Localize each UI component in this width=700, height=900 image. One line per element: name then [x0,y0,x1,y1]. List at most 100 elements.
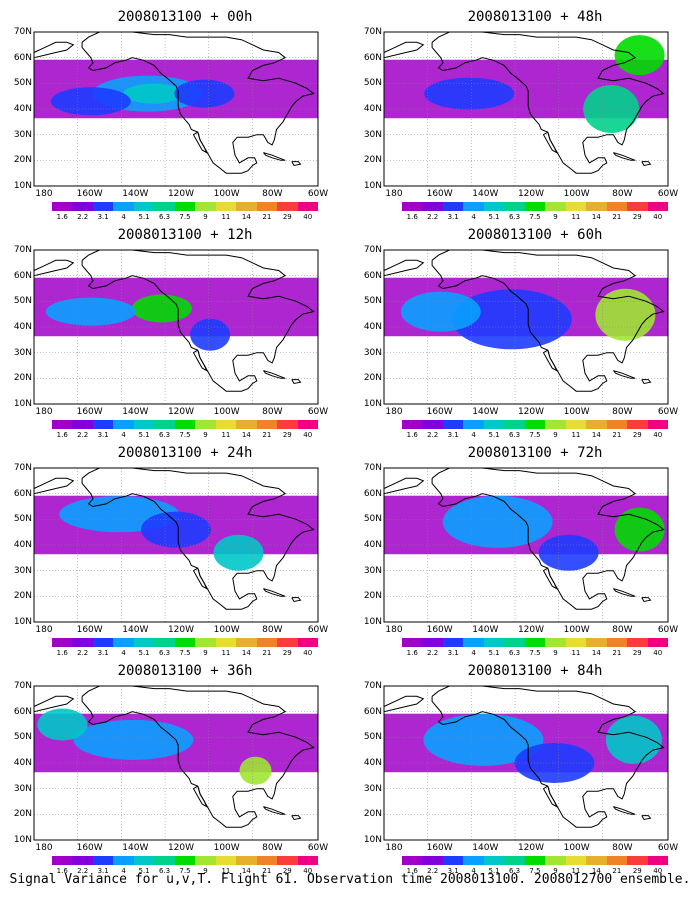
colorbar-label: 1.6 [406,867,418,875]
colorbar-label: 14 [591,431,601,439]
colorbar-swatch [133,638,155,647]
colorbar-label: 4 [471,867,476,875]
colorbar-swatch [442,202,464,211]
colorbar-swatch [215,202,237,211]
colorbar-swatch [92,420,114,429]
coastline [613,806,636,815]
colorbar-swatch [565,420,587,429]
coastline [613,152,636,161]
coastline [33,41,75,59]
variance-blob [442,495,553,548]
coastline [542,567,558,590]
colorbar-swatch [402,420,423,429]
colorbar-swatch [586,202,608,211]
coastline [81,249,315,392]
colorbar-swatch [256,638,278,647]
colorbar-swatch [113,202,135,211]
colorbar-label: 11 [221,867,231,875]
colorbar-label: 3.1 [447,431,459,439]
colorbar-swatch [586,856,608,865]
latitude-label: 70N [13,27,32,37]
coastline [641,379,652,385]
coastline [81,685,315,828]
colorbar-label: 6.3 [508,431,521,439]
colorbar-label: 2.2 [77,431,89,439]
colorbar-swatch [402,856,423,865]
colorbar-swatch [565,638,587,647]
map-panel-36h: 2008013100 + 36h 70N 60N 50N 40N 30N 20N 10N 180… [14,662,350,880]
longitude-label: 180 [35,189,53,199]
coastline [641,597,652,603]
colorbar-label: 21 [612,649,622,657]
colorbar-label: 21 [262,649,272,657]
colorbar-label: 29 [282,213,292,221]
colorbar-label: 11 [571,867,581,875]
colorbar-swatch [52,420,73,429]
panel-title: 2008013100 + 48h [467,9,603,25]
colorbar-swatch [154,420,176,429]
variance-map [383,31,669,187]
colorbar-label: 21 [612,431,622,439]
panel-title: 2008013100 + 12h [117,227,253,243]
coastline [383,41,425,59]
colorbar-swatch [422,638,444,647]
longitude-label: 180 [385,625,403,635]
latitude-label: 40N [363,540,382,550]
longitude-label: 160W [426,407,453,417]
colorbar-label: 7.5 [529,431,541,439]
colorbar-label: 3.1 [97,649,109,657]
colorbar-label: 11 [571,213,581,221]
panel-title: 2008013100 + 36h [117,663,253,679]
colorbar-swatch [483,420,505,429]
latitude-label: 60N [363,270,382,281]
map-panel-72h: 2008013100 + 72h 70N 60N 50N 40N 30N 20N 10N 180… [364,444,700,662]
longitude-label: 80W [612,625,633,635]
longitude-label: 140W [472,843,499,853]
colorbar-swatch [256,856,278,865]
map-frame [383,31,669,187]
longitude-label: 60W [657,407,679,417]
colorbar-label: 4 [471,431,476,439]
colorbar-label: 14 [591,867,601,875]
longitude-label: 100W [563,189,590,199]
colorbar-label: 5.1 [138,649,150,657]
longitude-label: 140W [472,407,499,417]
latitude-label: 50N [13,296,32,307]
panel-title: 2008013100 + 60h [467,227,603,243]
latitude-label: 70N [13,681,32,691]
coastline [192,349,208,372]
colorbar-swatch [545,202,567,211]
colorbar-label: 3.1 [97,213,109,221]
colorbar-swatch [133,856,155,865]
variance-map [383,467,669,623]
variance-blob [451,289,572,350]
colorbar-label: 1.6 [406,213,418,221]
colorbar-label: 6.3 [508,649,521,657]
longitude-label: 80W [612,407,633,417]
latitude-label: 50N [13,78,32,89]
colorbar-label: 9 [203,213,208,221]
colorbar-swatch [422,856,444,865]
variance-blob [123,83,184,104]
colorbar-swatch [483,856,505,865]
colorbar-swatch [113,638,135,647]
colorbar-swatch [647,638,669,647]
colorbar-swatch [92,856,114,865]
colorbar-swatch [483,202,505,211]
longitude-label: 140W [122,843,149,853]
latitude-label: 60N [363,52,382,63]
colorbar-swatch [606,856,628,865]
latitude-label: 30N [363,565,382,576]
colorbar-label: 1.6 [406,431,418,439]
colorbar-swatch [647,420,669,429]
colorbar-swatch [442,420,464,429]
longitude-label: 180 [35,625,53,635]
latitude-label: 20N [13,155,32,166]
colorbar-label: 7.5 [529,649,541,657]
latitude-label: 40N [13,322,32,332]
variance-blob [213,534,264,571]
colorbar-label: 6.3 [158,213,171,221]
latitude-label: 20N [13,591,32,602]
latitude-label: 20N [13,809,32,820]
variance-blob [50,87,131,116]
